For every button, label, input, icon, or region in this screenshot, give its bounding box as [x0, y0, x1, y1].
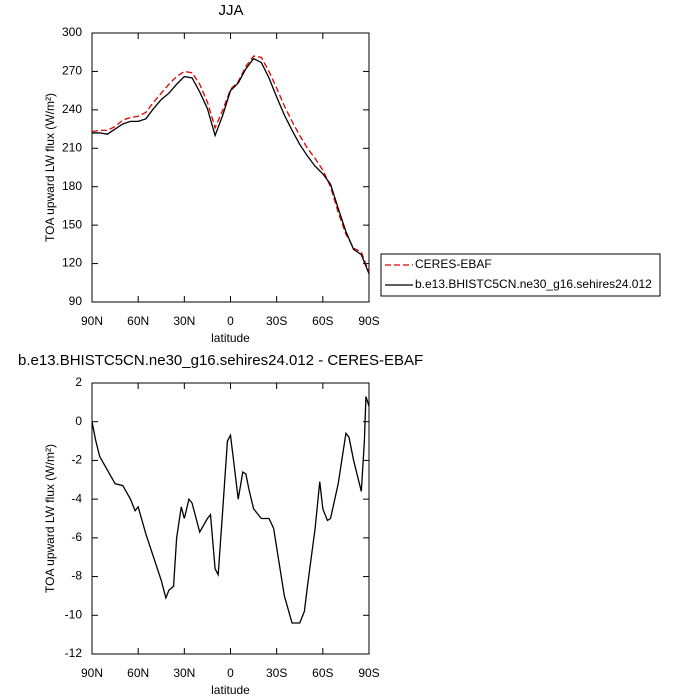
x-tick-label: 90S: [358, 314, 379, 328]
data-line: [91, 396, 370, 624]
x-tick-label: 0: [227, 666, 234, 680]
y-axis-label: TOA upward LW flux (W/m²): [43, 444, 57, 593]
x-tick-label: 60N: [127, 666, 149, 680]
plot-frame: [91, 32, 370, 303]
y-tick-label: -8: [71, 569, 82, 583]
y-tick-label: -4: [71, 491, 82, 505]
x-tick-label: 0: [227, 314, 234, 328]
x-tick-label: 90N: [81, 666, 103, 680]
y-tick-label: 240: [62, 102, 82, 116]
y-tick-label: 90: [69, 294, 83, 308]
x-tick-label: 30N: [173, 666, 195, 680]
x-tick-label: 30N: [173, 314, 195, 328]
x-tick-label: 60N: [127, 314, 149, 328]
y-tick-label: -2: [71, 453, 82, 467]
y-tick-label: 0: [75, 414, 82, 428]
y-tick-label: 150: [62, 217, 82, 231]
y-tick-label: 210: [62, 140, 82, 154]
x-tick-label: 60S: [312, 314, 333, 328]
x-axis-label: latitude: [211, 683, 250, 697]
x-tick-label: 90S: [358, 666, 379, 680]
x-tick-label: 30S: [266, 314, 287, 328]
data-line: [92, 57, 370, 275]
chart-title: JJA: [218, 2, 243, 19]
x-axis-label: latitude: [211, 331, 250, 345]
y-tick-label: 2: [75, 375, 82, 389]
y-tick-label: 180: [62, 179, 82, 193]
x-tick-label: 30S: [266, 666, 287, 680]
y-tick-label: -10: [65, 607, 83, 621]
legend-label: b.e13.BHISTC5CN.ne30_g16.sehires24.012: [415, 277, 652, 291]
y-tick-label: 270: [62, 64, 82, 78]
plot-frame: [91, 382, 370, 655]
y-tick-label: -12: [65, 646, 83, 660]
x-tick-label: 60S: [312, 666, 333, 680]
x-tick-label: 90N: [81, 314, 103, 328]
y-axis-label: TOA upward LW flux (W/m²): [43, 93, 57, 242]
y-tick-label: 120: [62, 256, 82, 270]
legend-box: [380, 253, 661, 297]
chart-title: b.e13.BHISTC5CN.ne30_g16.sehires24.012 -…: [18, 352, 423, 369]
legend-label: CERES-EBAF: [415, 257, 492, 271]
y-tick-label: -6: [71, 530, 82, 544]
data-line: [91, 55, 370, 273]
y-tick-label: 300: [62, 25, 82, 39]
